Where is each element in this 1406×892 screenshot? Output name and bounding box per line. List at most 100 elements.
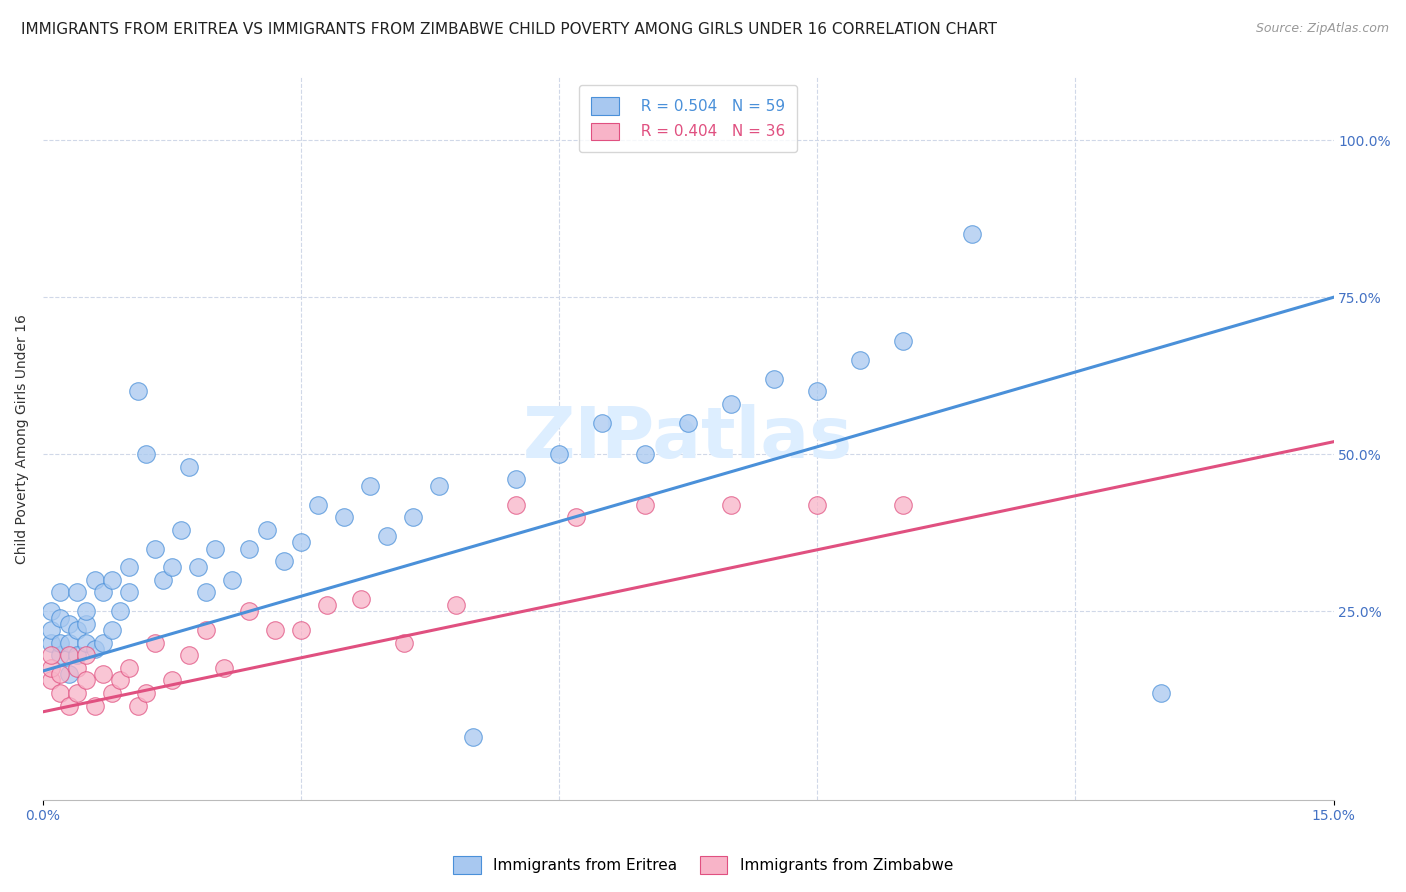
Point	[720, 498, 742, 512]
Point	[110, 673, 132, 688]
Point	[806, 498, 828, 512]
Point	[41, 636, 63, 650]
Point	[100, 573, 122, 587]
Point	[634, 447, 657, 461]
Point	[375, 529, 398, 543]
Point	[256, 523, 278, 537]
Point	[720, 397, 742, 411]
Point	[763, 372, 786, 386]
Point	[58, 667, 80, 681]
Point	[444, 598, 467, 612]
Point	[66, 623, 89, 637]
Point	[238, 541, 260, 556]
Point	[135, 686, 157, 700]
Point	[91, 667, 114, 681]
Point	[58, 616, 80, 631]
Legend: Immigrants from Eritrea, Immigrants from Zimbabwe: Immigrants from Eritrea, Immigrants from…	[447, 850, 959, 880]
Point	[394, 636, 416, 650]
Point	[110, 604, 132, 618]
Point	[83, 573, 105, 587]
Point	[160, 560, 183, 574]
Point	[179, 459, 201, 474]
Point	[152, 573, 174, 587]
Point	[806, 384, 828, 399]
Point	[49, 636, 72, 650]
Point	[565, 510, 588, 524]
Point	[333, 510, 356, 524]
Point	[41, 673, 63, 688]
Point	[75, 673, 97, 688]
Point	[100, 623, 122, 637]
Point	[212, 661, 235, 675]
Point	[135, 447, 157, 461]
Point	[66, 686, 89, 700]
Point	[273, 554, 295, 568]
Legend:   R = 0.504   N = 59,   R = 0.404   N = 36: R = 0.504 N = 59, R = 0.404 N = 36	[579, 85, 797, 153]
Point	[41, 623, 63, 637]
Point	[58, 636, 80, 650]
Point	[66, 648, 89, 663]
Point	[264, 623, 287, 637]
Point	[169, 523, 191, 537]
Point	[290, 535, 312, 549]
Point	[187, 560, 209, 574]
Point	[505, 498, 527, 512]
Text: Source: ZipAtlas.com: Source: ZipAtlas.com	[1256, 22, 1389, 36]
Point	[58, 698, 80, 713]
Point	[58, 648, 80, 663]
Point	[49, 667, 72, 681]
Point	[66, 661, 89, 675]
Point	[83, 642, 105, 657]
Point	[91, 585, 114, 599]
Point	[634, 498, 657, 512]
Point	[83, 698, 105, 713]
Point	[41, 661, 63, 675]
Point	[118, 585, 141, 599]
Point	[290, 623, 312, 637]
Point	[195, 585, 218, 599]
Point	[315, 598, 337, 612]
Point	[960, 227, 983, 242]
Point	[91, 636, 114, 650]
Y-axis label: Child Poverty Among Girls Under 16: Child Poverty Among Girls Under 16	[15, 314, 30, 564]
Point	[49, 585, 72, 599]
Point	[75, 616, 97, 631]
Point	[75, 648, 97, 663]
Point	[143, 541, 166, 556]
Point	[461, 730, 484, 744]
Point	[49, 686, 72, 700]
Text: ZIPatlas: ZIPatlas	[523, 404, 853, 473]
Point	[204, 541, 226, 556]
Point	[238, 604, 260, 618]
Point	[359, 479, 381, 493]
Point	[548, 447, 571, 461]
Point	[41, 648, 63, 663]
Point	[1150, 686, 1173, 700]
Point	[49, 648, 72, 663]
Point	[41, 604, 63, 618]
Point	[118, 661, 141, 675]
Point	[891, 498, 914, 512]
Point	[891, 334, 914, 349]
Point	[75, 604, 97, 618]
Text: IMMIGRANTS FROM ERITREA VS IMMIGRANTS FROM ZIMBABWE CHILD POVERTY AMONG GIRLS UN: IMMIGRANTS FROM ERITREA VS IMMIGRANTS FR…	[21, 22, 997, 37]
Point	[127, 384, 149, 399]
Point	[195, 623, 218, 637]
Point	[127, 698, 149, 713]
Point	[427, 479, 450, 493]
Point	[160, 673, 183, 688]
Point	[505, 472, 527, 486]
Point	[676, 416, 699, 430]
Point	[221, 573, 243, 587]
Point	[49, 610, 72, 624]
Point	[350, 591, 373, 606]
Point	[75, 636, 97, 650]
Point	[307, 498, 329, 512]
Point	[402, 510, 425, 524]
Point	[100, 686, 122, 700]
Point	[179, 648, 201, 663]
Point	[591, 416, 613, 430]
Point	[143, 636, 166, 650]
Point	[66, 585, 89, 599]
Point	[118, 560, 141, 574]
